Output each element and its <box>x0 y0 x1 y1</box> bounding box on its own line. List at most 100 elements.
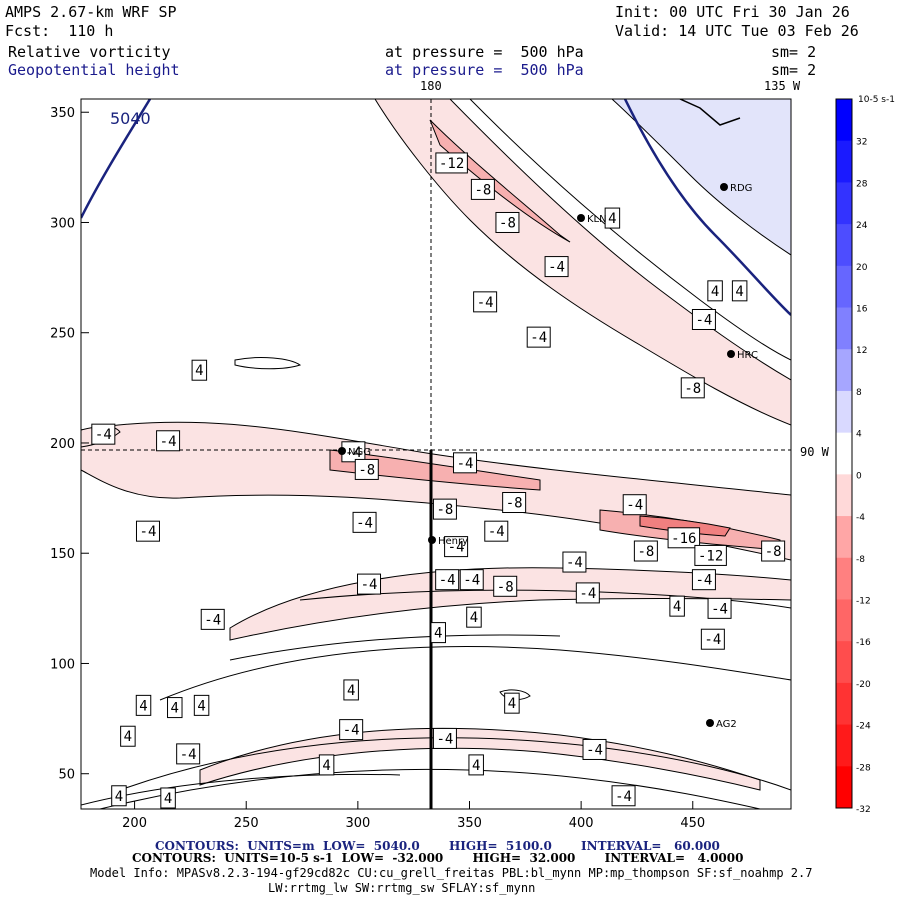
svg-text:4: 4 <box>171 701 179 717</box>
model-title: AMPS 2.67-km WRF SP <box>5 3 177 21</box>
svg-text:-8: -8 <box>499 215 516 231</box>
svg-text:-4: -4 <box>530 330 547 346</box>
svg-text:4: 4 <box>608 211 616 227</box>
contour-label: -4 <box>156 430 181 452</box>
contour-label: -8 <box>470 178 495 200</box>
footer-contours-height: CONTOURS: UNITS=m LOW= 5040.0 HIGH= 5100… <box>155 839 720 853</box>
svg-text:-4: -4 <box>615 789 632 805</box>
contour-label: -8 <box>502 492 527 514</box>
x-tick-label: 450 <box>680 816 705 831</box>
contour-label: 4 <box>466 606 482 628</box>
contour-label: -8 <box>432 498 457 520</box>
colorbar-tick-label: 8 <box>856 388 862 398</box>
contour-label: -4 <box>484 520 509 542</box>
valid-time: Valid: 14 UTC Tue 03 Feb 26 <box>615 22 859 40</box>
contour-label: -4 <box>544 256 569 278</box>
svg-text:-8: -8 <box>358 462 375 478</box>
svg-text:4: 4 <box>434 626 442 642</box>
svg-text:-4: -4 <box>586 742 603 758</box>
svg-text:-4: -4 <box>204 612 221 628</box>
colorbar-swatch <box>836 432 852 475</box>
station-label: RDG <box>730 183 752 194</box>
colorbar-tick-label: -32 <box>856 805 871 815</box>
x-tick-label: 300 <box>345 816 370 831</box>
svg-text:4: 4 <box>508 696 516 712</box>
contour-label: -8 <box>495 211 520 233</box>
contour-label: -4 <box>700 628 725 650</box>
station-label: KLN <box>587 214 607 225</box>
contour-label: -4 <box>459 569 484 591</box>
y-tick-label: 50 <box>58 768 75 783</box>
contour-label: -4 <box>339 719 364 741</box>
contour-mid-2 <box>229 634 561 661</box>
contour-label: 4 <box>120 725 136 747</box>
colorbar-tick-label: -8 <box>856 555 865 565</box>
station-label: AG2 <box>716 719 737 730</box>
colorbar-swatch <box>836 182 852 225</box>
contour-label: -4 <box>611 785 636 807</box>
contour-label: 4 <box>707 280 723 302</box>
y-tick-label: 200 <box>50 437 75 452</box>
svg-text:-4: -4 <box>566 555 583 571</box>
station-marker <box>338 447 346 455</box>
svg-text:-4: -4 <box>695 312 712 328</box>
height-contour-5040 <box>81 99 152 219</box>
colorbar-swatch <box>836 99 852 142</box>
contour-label: 4 <box>167 697 183 719</box>
contour-label: -8 <box>493 575 518 597</box>
station-label: HRC <box>737 350 758 361</box>
contour-label: 4 <box>731 280 748 302</box>
colorbar-swatch <box>836 557 852 600</box>
colorbar-tick-label: 4 <box>856 430 862 440</box>
station-marker <box>706 719 714 727</box>
svg-text:4: 4 <box>322 758 330 774</box>
colorbar-swatch <box>836 724 852 767</box>
contour-label: -4 <box>432 727 457 749</box>
svg-text:-8: -8 <box>684 381 701 397</box>
contour-label: 4 <box>468 754 484 776</box>
svg-text:-4: -4 <box>361 577 378 593</box>
contour-label: 4 <box>430 622 446 644</box>
contour-lower-1 <box>159 646 791 701</box>
contour-label: -4 <box>444 536 469 558</box>
svg-text:4: 4 <box>195 363 203 379</box>
colorbar-swatch <box>836 682 852 726</box>
colorbar-tick-label: 20 <box>856 263 868 273</box>
svg-text:-4: -4 <box>579 586 596 602</box>
svg-text:4: 4 <box>470 610 478 626</box>
colorbar-tick-label: -20 <box>856 680 871 690</box>
contour-labels: -12-8-8 4-4-4-44 4-4-84-4 -4-4-8 -4-8 -8 -4-4-… <box>91 152 786 809</box>
svg-text:-4: -4 <box>695 573 712 589</box>
contour-label: -4 <box>691 569 716 591</box>
svg-text:-4: -4 <box>439 573 456 589</box>
contour-label: -4 <box>562 551 587 573</box>
lon-180-label: 180 <box>420 79 442 93</box>
contour-label: -4 <box>176 743 201 765</box>
colorbar-swatch <box>836 224 852 267</box>
colorbar-swatch <box>836 474 852 517</box>
contour-lower-3 <box>99 768 761 809</box>
y-axis: 50 100 150 200 250 300 350 <box>50 106 89 783</box>
colorbar-tick-label: 32 <box>856 138 867 148</box>
svg-text:-4: -4 <box>356 515 373 531</box>
footer-model-info-2: LW:rrtmg_lw SW:rrtmg_sw SFLAY:sf_mynn <box>268 881 536 895</box>
contour-label: -12 <box>694 544 727 566</box>
station-label: Henry <box>438 536 468 547</box>
height-label-5040: 5040 <box>110 109 151 128</box>
contour-label: -4 <box>575 582 600 604</box>
colorbar-tick-label: -16 <box>856 638 871 648</box>
core-ngg <box>329 449 541 491</box>
stations: RDG KLN HRC NGG Henry AG2 <box>338 183 758 730</box>
svg-text:-4: -4 <box>160 434 177 450</box>
colorbar-unit: 10-5 s-1 <box>858 95 895 105</box>
plot-frame <box>80 98 792 810</box>
svg-text:-4: -4 <box>477 295 494 311</box>
colorbar-tick-label: -24 <box>856 722 871 732</box>
svg-text:-4: -4 <box>463 573 480 589</box>
footer-model-info: Model Info: MPASv8.2.3-194-gf29cd82c CU:… <box>90 866 813 880</box>
svg-text:-4: -4 <box>345 445 362 461</box>
svg-text:-4: -4 <box>95 427 112 443</box>
svg-text:-8: -8 <box>637 544 654 560</box>
contour-label: -4 <box>526 326 551 348</box>
colorbar-tick-label: 16 <box>856 305 868 315</box>
